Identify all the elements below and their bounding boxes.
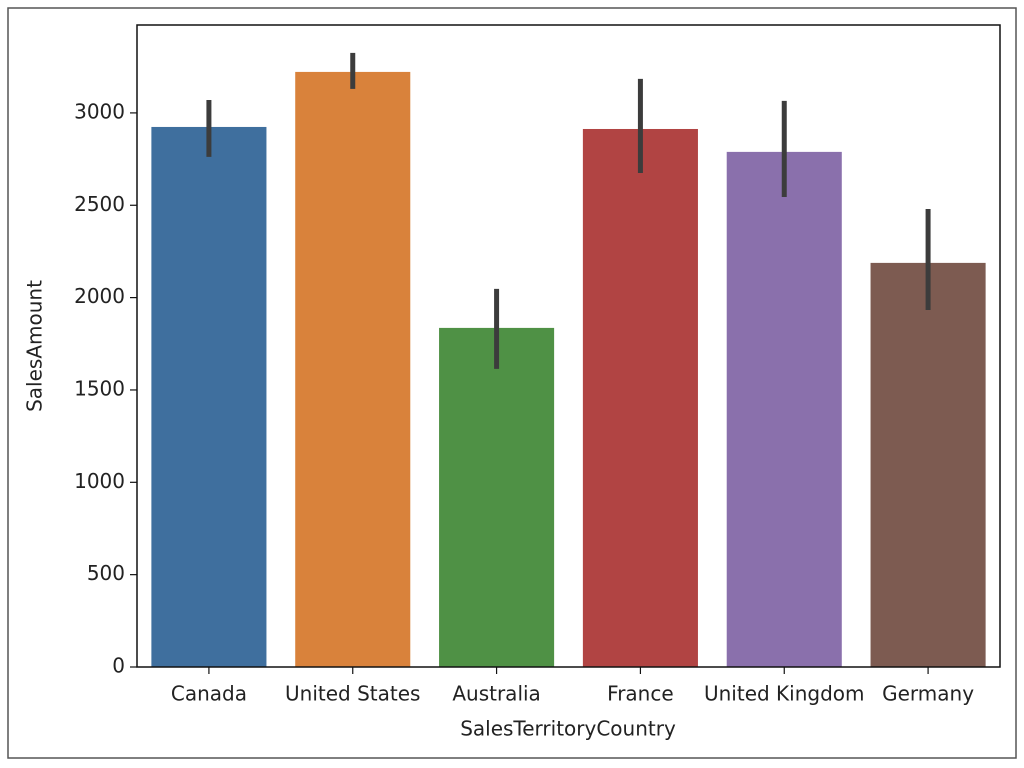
x-tick-label: Canada xyxy=(171,682,247,706)
bar xyxy=(295,71,411,668)
y-tick-label: 0 xyxy=(112,654,125,678)
x-tick-label: United Kingdom xyxy=(704,682,865,706)
bar xyxy=(582,128,698,668)
bar xyxy=(870,262,986,667)
x-axis-label: SalesTerritoryCountry xyxy=(460,717,676,741)
bar xyxy=(151,126,267,668)
x-tick-label: Australia xyxy=(452,682,540,706)
x-tick-label: United States xyxy=(285,682,420,706)
x-tick-label: France xyxy=(607,682,674,706)
bar xyxy=(439,327,555,667)
y-tick-label: 1500 xyxy=(74,376,125,400)
y-axis-label: SalesAmount xyxy=(23,280,47,412)
y-tick-label: 2000 xyxy=(74,284,125,308)
x-tick-label: Germany xyxy=(882,682,974,706)
bar xyxy=(726,151,842,667)
axes-frame xyxy=(136,24,1001,668)
y-tick-label: 3000 xyxy=(74,99,125,123)
y-tick-label: 1000 xyxy=(74,469,125,493)
plot-area xyxy=(151,52,986,668)
y-tick-label: 2500 xyxy=(74,192,125,216)
y-tick-label: 500 xyxy=(87,561,125,585)
